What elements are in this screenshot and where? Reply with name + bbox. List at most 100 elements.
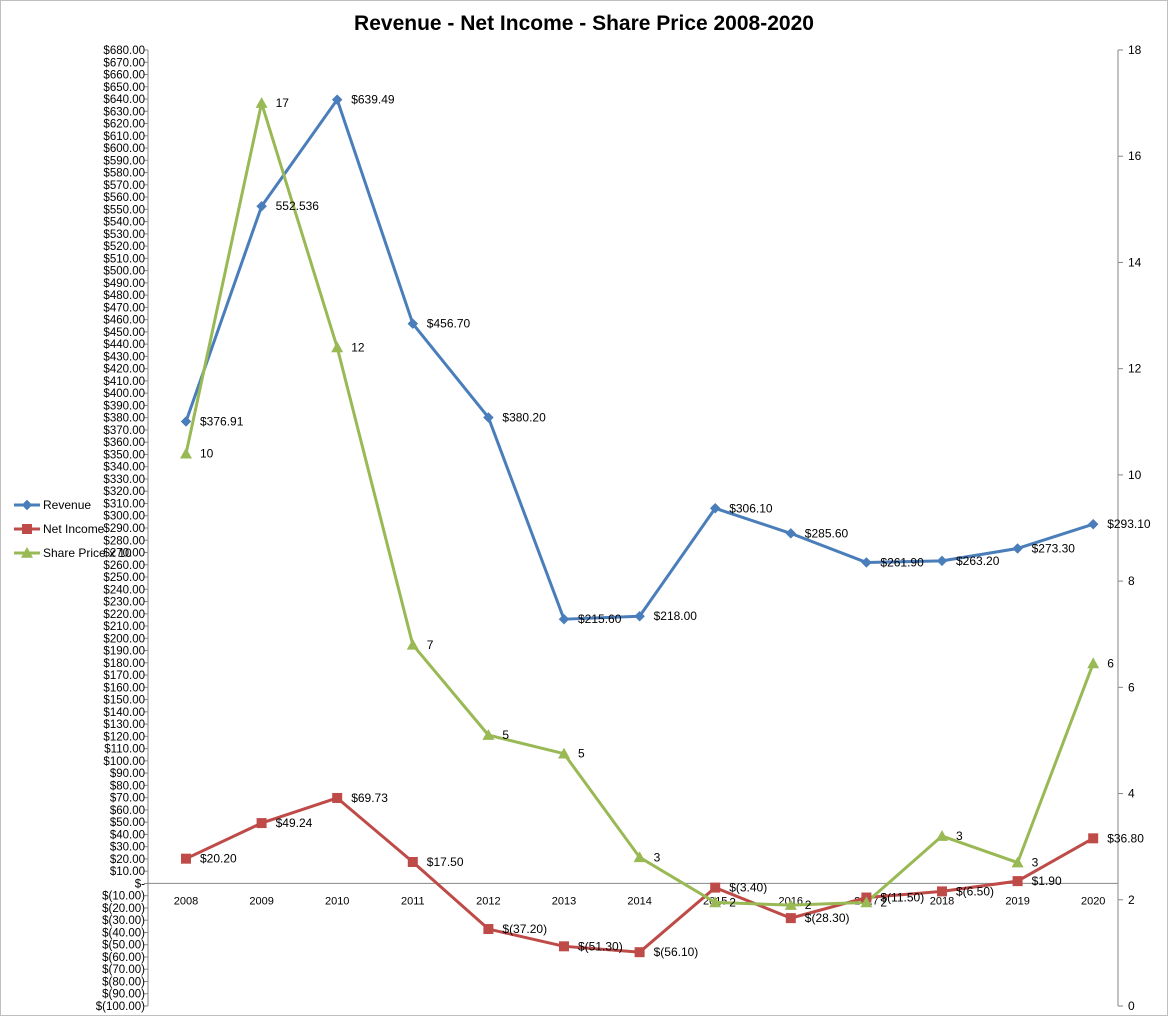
left-axis-tick-label: $(60.00) <box>102 952 145 964</box>
left-axis-tick-label: $210.00 <box>103 621 145 633</box>
left-axis-tick-label: $390.00 <box>103 400 145 412</box>
data-label: $49.24 <box>276 816 313 830</box>
data-point-net-income <box>483 924 494 935</box>
left-axis-tick-label: $540.00 <box>103 217 145 229</box>
left-axis-tick-label: $220.00 <box>103 609 145 621</box>
left-axis-tick-label: $(70.00) <box>102 964 145 976</box>
legend-label: Share Price x 10 <box>43 546 132 560</box>
left-axis-tick-label: $410.00 <box>103 376 145 388</box>
left-axis-tick-label: $340.00 <box>103 462 145 474</box>
left-axis-tick-label: $310.00 <box>103 498 145 510</box>
data-label: 3 <box>956 829 963 843</box>
data-point-revenue <box>331 94 343 106</box>
data-point-share-price-x-10 <box>331 341 344 353</box>
right-axis-tick-label: 12 <box>1128 362 1142 376</box>
left-axis-tick-label: $150.00 <box>103 695 145 707</box>
data-label: $376.91 <box>200 414 244 428</box>
data-point-net-income <box>634 947 645 958</box>
left-axis-tick-label: $280.00 <box>103 535 145 547</box>
left-axis-tick-label: $550.00 <box>103 204 145 216</box>
left-axis-tick-label: $180.00 <box>103 658 145 670</box>
data-label: $215.60 <box>578 612 622 626</box>
left-axis-tick-label: $380.00 <box>103 413 145 425</box>
left-axis-tick-label: $440.00 <box>103 339 145 351</box>
left-axis-tick-label: $(10.00) <box>102 891 145 903</box>
left-axis-tick-label: $270.00 <box>103 548 145 560</box>
data-label: 12 <box>351 340 365 354</box>
x-axis-tick-label: 2013 <box>552 895 576 907</box>
left-axis-tick-label: $- <box>135 878 145 890</box>
x-axis-tick-label: 2010 <box>325 895 349 907</box>
data-label: $(3.40) <box>729 881 767 895</box>
data-point-share-price-x-10 <box>633 851 646 863</box>
left-axis-tick-label: $290.00 <box>103 523 145 535</box>
left-axis-tick-label: $640.00 <box>103 94 145 106</box>
data-label: 2 <box>880 895 887 909</box>
data-label: 10 <box>200 447 214 461</box>
chart-title: Revenue - Net Income - Share Price 2008-… <box>354 12 814 35</box>
data-point-net-income <box>1088 833 1099 844</box>
data-label: $261.90 <box>880 555 924 569</box>
series-line-share-price-x-10 <box>184 101 1095 907</box>
x-axis-tick-label: 2008 <box>174 895 198 907</box>
left-axis-tick-label: $70.00 <box>110 793 145 805</box>
left-axis-tick-label: $370.00 <box>103 425 145 437</box>
left-axis-tick-label: $420.00 <box>103 364 145 376</box>
data-label: 3 <box>1032 856 1039 870</box>
left-axis-tick-label: $140.00 <box>103 707 145 719</box>
data-label: 5 <box>502 728 509 742</box>
x-axis-tick-label: 2011 <box>401 895 425 907</box>
data-point-net-income <box>407 856 418 867</box>
left-axis-tick-label: $(20.00) <box>102 903 145 915</box>
left-axis-tick-label: $400.00 <box>103 388 145 400</box>
left-axis-tick-label: $470.00 <box>103 302 145 314</box>
right-axis-tick-label: 14 <box>1128 255 1142 269</box>
x-axis-tick-label: 2018 <box>930 895 954 907</box>
data-label: $285.60 <box>805 526 849 540</box>
data-point-net-income <box>559 941 569 952</box>
left-axis-tick-label: $460.00 <box>103 315 145 327</box>
data-point-share-price-x-10 <box>255 97 268 108</box>
data-point-net-income <box>710 882 721 893</box>
left-axis-tick-label: $430.00 <box>103 351 145 363</box>
left-axis-tick-label: $100.00 <box>103 756 145 768</box>
left-axis-tick-label: $(100.00) <box>96 1001 145 1013</box>
legend-swatch-marker <box>21 547 33 558</box>
data-label: 2 <box>805 898 812 912</box>
data-point-net-income <box>332 792 343 803</box>
left-axis-tick-label: $170.00 <box>103 670 145 682</box>
left-axis-tick-label: $570.00 <box>103 180 145 192</box>
data-label: 7 <box>427 638 434 652</box>
series-line-revenue <box>184 98 1094 621</box>
data-point-revenue <box>180 416 192 427</box>
data-point-revenue <box>634 610 645 622</box>
left-axis-tick-label: $590.00 <box>103 155 145 167</box>
data-label: $263.20 <box>956 554 1000 568</box>
left-axis-tick-label: $360.00 <box>103 437 145 449</box>
left-axis-tick-label: $130.00 <box>103 719 145 731</box>
left-axis-tick-label: $(90.00) <box>102 989 145 1001</box>
x-axis-tick-label: 2012 <box>476 895 500 907</box>
left-axis-tick-label: $600.00 <box>103 143 145 155</box>
left-axis-tick-label: $10.00 <box>110 866 145 878</box>
data-point-net-income <box>937 886 947 897</box>
left-axis-tick-label: $110.00 <box>104 744 145 756</box>
left-axis-tick-label: $350.00 <box>103 449 145 461</box>
left-axis-tick-label: $50.00 <box>110 817 145 829</box>
left-axis-tick-label: $660.00 <box>103 70 145 82</box>
left-axis-tick-label: $200.00 <box>103 633 145 645</box>
left-axis-tick-label: $610.00 <box>103 131 145 143</box>
data-label: $(56.10) <box>654 945 699 959</box>
left-axis-tick-label: $60.00 <box>110 805 145 817</box>
left-axis-tick-label: $40.00 <box>110 829 145 841</box>
data-point-revenue <box>407 318 419 330</box>
data-label: $218.00 <box>654 609 698 623</box>
data-point-share-price-x-10 <box>860 896 873 908</box>
data-label: $380.20 <box>502 410 546 424</box>
left-axis-tick-label: $520.00 <box>103 241 145 253</box>
data-label: $293.10 <box>1107 517 1151 531</box>
data-point-revenue <box>709 502 721 514</box>
data-label: $273.30 <box>1032 541 1076 555</box>
data-point-share-price-x-10 <box>936 830 948 841</box>
